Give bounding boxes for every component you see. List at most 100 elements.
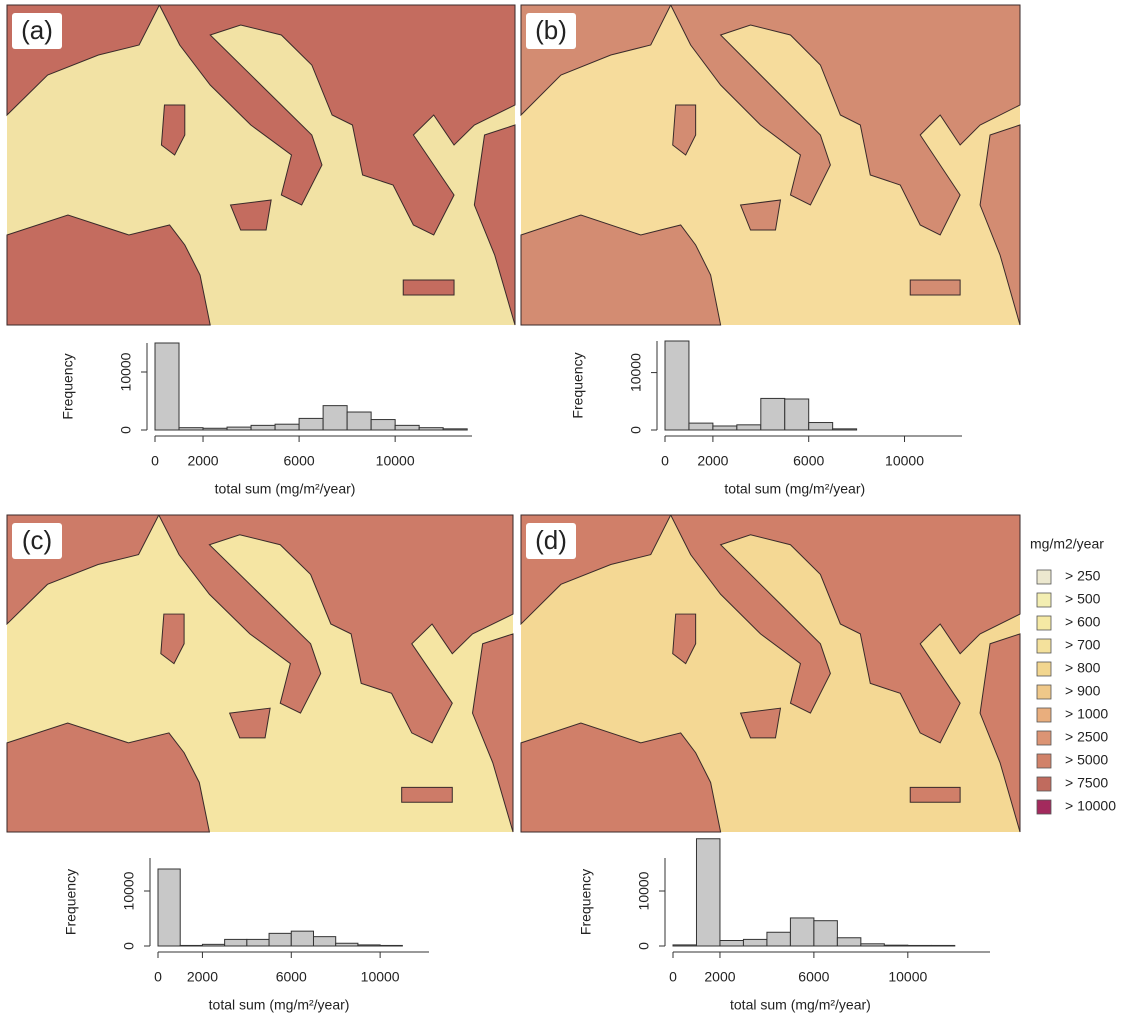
map-land [909, 786, 961, 803]
bar [224, 938, 248, 947]
map-land [229, 199, 272, 231]
legend-label: > 800 [1065, 660, 1101, 676]
bar [712, 425, 738, 431]
bar [312, 936, 337, 947]
bar [298, 417, 324, 431]
bar [346, 411, 372, 431]
x-tick-label: 10000 [885, 453, 924, 469]
x-tick-label: 2000 [187, 453, 218, 469]
y-tick-label: 0 [121, 942, 137, 950]
map-land [979, 124, 1021, 326]
panel-label-box [12, 13, 62, 49]
map [520, 4, 1021, 326]
legend-label: > 700 [1065, 637, 1101, 653]
bar [883, 944, 909, 947]
panel-label: (d) [535, 525, 567, 555]
x-axis-label: total sum (mg/m²/year) [209, 997, 350, 1013]
legend-swatch [1036, 592, 1052, 608]
bar [178, 427, 204, 431]
bar [370, 419, 396, 431]
map-land [402, 279, 455, 296]
map-land [979, 633, 1021, 833]
x-tick-label: 0 [661, 453, 669, 469]
bar [813, 920, 838, 947]
map-land [909, 279, 961, 296]
bar [836, 937, 862, 947]
map [520, 514, 1021, 833]
legend-swatch [1036, 730, 1052, 746]
map-land [739, 199, 782, 231]
map-land [473, 124, 516, 326]
legend-swatch [1036, 707, 1052, 723]
x-tick-label: 2000 [704, 969, 735, 985]
bar [268, 932, 292, 947]
bar [322, 405, 348, 431]
panel-label: (c) [22, 525, 52, 555]
panel-label: (a) [21, 15, 53, 45]
legend-label: > 7500 [1065, 775, 1108, 791]
bar [664, 340, 690, 431]
map-land [160, 613, 185, 665]
bar [860, 943, 885, 947]
map-land [520, 722, 722, 833]
map-land [158, 4, 516, 236]
map-land [401, 786, 453, 803]
legend-swatch [1036, 684, 1052, 700]
x-tick-label: 6000 [276, 969, 307, 985]
y-tick-label: 10000 [121, 871, 137, 910]
bar [736, 424, 762, 431]
y-axis-label: Frequency [578, 869, 594, 935]
map-land [669, 4, 1021, 236]
bar [201, 943, 226, 947]
bar [418, 427, 444, 431]
bar [808, 422, 834, 431]
map-land [160, 104, 186, 156]
legend-label: > 900 [1065, 683, 1101, 699]
bar [226, 426, 252, 431]
panel-label: (b) [535, 15, 567, 45]
map-land [471, 633, 514, 833]
x-tick-label: 6000 [793, 453, 824, 469]
legend-title: mg/m2/year [1030, 536, 1104, 552]
bar [157, 868, 181, 947]
x-tick-label: 0 [669, 969, 677, 985]
panel-label-box [526, 13, 576, 49]
x-tick-label: 2000 [697, 453, 728, 469]
y-tick-label: 10000 [118, 352, 134, 391]
bar [250, 424, 276, 431]
map [6, 4, 516, 326]
legend-label: > 10000 [1065, 798, 1116, 814]
legend-label: > 1000 [1065, 706, 1108, 722]
legend-swatch [1036, 799, 1052, 815]
bar [202, 427, 228, 431]
map [6, 514, 514, 833]
y-axis-label: Frequency [60, 353, 76, 419]
x-tick-label: 6000 [284, 453, 315, 469]
bar [760, 397, 786, 431]
legend-swatch [1036, 661, 1052, 677]
panel-label-box [526, 523, 576, 559]
x-tick-label: 2000 [187, 969, 218, 985]
y-axis-label: Frequency [570, 352, 586, 418]
legend-swatch [1036, 776, 1052, 792]
bar [719, 940, 744, 947]
bar [688, 422, 714, 431]
legend-swatch [1036, 615, 1052, 631]
map-land [739, 707, 782, 739]
bar [766, 931, 791, 947]
legend-swatch [1036, 753, 1052, 769]
x-axis-label: total sum (mg/m²/year) [215, 481, 356, 497]
map-land [6, 214, 211, 326]
y-axis-label: Frequency [63, 869, 79, 935]
legend-label: > 2500 [1065, 729, 1108, 745]
y-tick-label: 10000 [628, 353, 644, 392]
bar [672, 944, 697, 947]
map-land [6, 722, 211, 833]
panel-label-box [12, 523, 62, 559]
x-axis-label: total sum (mg/m²/year) [730, 997, 871, 1013]
x-tick-label: 0 [154, 969, 162, 985]
bar [394, 424, 420, 431]
bar [246, 938, 270, 947]
bar [379, 944, 403, 947]
